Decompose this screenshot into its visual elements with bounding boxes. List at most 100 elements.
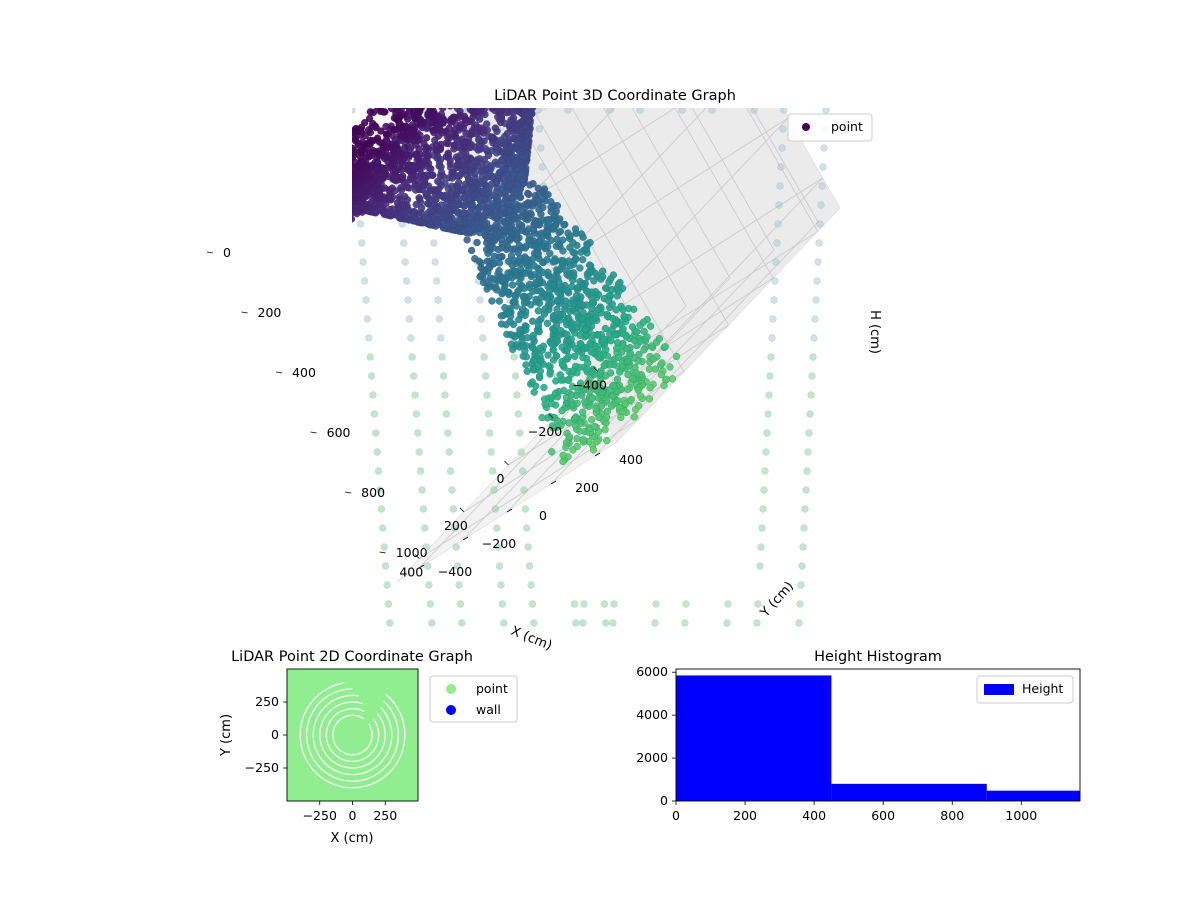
data-point bbox=[463, 82, 470, 89]
data-point bbox=[486, 53, 493, 60]
data-point bbox=[556, 2, 563, 9]
data-point bbox=[489, 51, 496, 58]
data-point bbox=[472, 48, 479, 55]
data-point bbox=[337, 173, 344, 180]
data-point bbox=[485, 59, 492, 66]
data-point bbox=[343, 198, 350, 205]
data-point bbox=[465, 37, 472, 44]
data-point bbox=[535, 39, 542, 46]
data-point bbox=[447, 98, 454, 105]
data-point bbox=[519, 15, 526, 22]
data-point bbox=[417, 100, 424, 107]
data-point bbox=[538, 4, 545, 11]
data-point bbox=[598, 267, 607, 275]
data-point bbox=[495, 56, 502, 63]
data-point bbox=[476, 49, 483, 56]
data-point bbox=[401, 79, 408, 86]
data-point bbox=[465, 77, 472, 84]
data-point bbox=[341, 172, 348, 179]
data-point bbox=[433, 77, 440, 84]
x-tick-label-3d: 0 bbox=[497, 471, 505, 486]
data-point bbox=[450, 108, 453, 109]
data-point bbox=[437, 84, 444, 91]
data-point bbox=[500, 72, 507, 79]
data-point bbox=[433, 101, 440, 108]
data-point bbox=[462, 50, 469, 57]
data-point bbox=[531, 24, 538, 31]
wall-point bbox=[439, 372, 448, 380]
data-point bbox=[505, 8, 512, 15]
data-point bbox=[579, 308, 587, 317]
data-point bbox=[343, 182, 350, 189]
data-point bbox=[498, 11, 505, 18]
wall-point bbox=[431, 258, 439, 266]
data-point bbox=[538, 3, 545, 10]
data-point bbox=[573, 284, 582, 292]
data-point bbox=[447, 108, 454, 110]
data-point bbox=[448, 54, 455, 61]
data-point bbox=[535, 1, 542, 8]
data-point bbox=[479, 96, 486, 103]
data-point bbox=[527, 3, 534, 10]
data-point bbox=[624, 370, 632, 379]
data-point bbox=[536, 344, 544, 352]
data-point bbox=[537, 33, 544, 40]
data-point bbox=[454, 63, 461, 70]
data-point bbox=[439, 220, 448, 228]
data-point bbox=[498, 155, 506, 164]
data-point bbox=[456, 76, 463, 83]
data-point bbox=[462, 74, 469, 81]
wall-point bbox=[652, 600, 660, 608]
data-point bbox=[552, 352, 561, 360]
wall-point bbox=[416, 467, 425, 475]
data-point bbox=[534, 321, 543, 329]
data-point bbox=[445, 33, 452, 40]
data-point bbox=[335, 156, 342, 163]
data-point bbox=[551, 2, 558, 9]
data-point bbox=[533, 29, 540, 36]
data-point bbox=[556, 3, 563, 10]
legend-3d-entry-point: point bbox=[831, 119, 863, 134]
data-point bbox=[540, 16, 547, 23]
data-point bbox=[343, 193, 350, 200]
data-point bbox=[540, 0, 547, 5]
data-point bbox=[478, 84, 485, 91]
data-point bbox=[475, 32, 482, 39]
data-point bbox=[474, 70, 481, 77]
data-point bbox=[516, 44, 523, 51]
data-point bbox=[483, 64, 490, 71]
data-point bbox=[557, 14, 564, 21]
data-point bbox=[539, 8, 546, 15]
data-point bbox=[506, 6, 513, 13]
wall-point bbox=[511, 372, 520, 380]
data-point bbox=[534, 63, 541, 70]
data-point bbox=[532, 295, 540, 304]
data-point bbox=[422, 100, 429, 107]
wall-point bbox=[514, 410, 523, 418]
data-point bbox=[492, 36, 499, 43]
data-point bbox=[341, 199, 348, 206]
wall-point bbox=[516, 429, 524, 437]
data-point bbox=[386, 90, 393, 97]
wall-point bbox=[779, 125, 787, 133]
data-point bbox=[607, 337, 615, 345]
data-point bbox=[501, 303, 509, 312]
data-point bbox=[352, 155, 355, 163]
data-point bbox=[329, 174, 336, 181]
data-point bbox=[530, 11, 537, 18]
data-point bbox=[497, 53, 504, 60]
data-point bbox=[510, 0, 517, 3]
data-point bbox=[338, 174, 345, 181]
chart-2d: LiDAR Point 2D Coordinate Graph −250 0 250… bbox=[219, 649, 518, 846]
data-point bbox=[431, 71, 438, 78]
data-point bbox=[489, 28, 496, 35]
gridline-z bbox=[599, 177, 824, 413]
data-point bbox=[524, 35, 531, 42]
data-point bbox=[474, 62, 481, 69]
data-point bbox=[533, 37, 540, 44]
data-point bbox=[341, 166, 348, 173]
wall-point bbox=[810, 334, 818, 342]
data-point bbox=[488, 47, 495, 54]
data-point bbox=[444, 84, 451, 91]
data-point bbox=[534, 40, 541, 47]
